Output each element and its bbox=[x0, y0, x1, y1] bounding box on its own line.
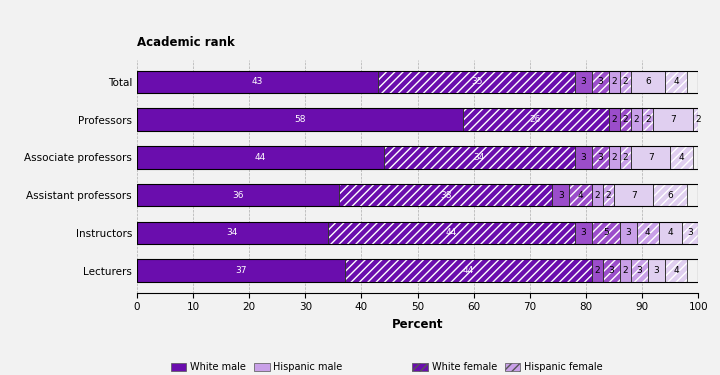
Text: 3: 3 bbox=[580, 153, 586, 162]
Bar bbox=[608, 146, 620, 169]
Bar bbox=[137, 146, 384, 169]
Bar bbox=[592, 259, 603, 282]
Text: 3: 3 bbox=[654, 266, 659, 275]
Bar bbox=[575, 70, 592, 93]
Text: 3: 3 bbox=[687, 228, 693, 237]
Bar bbox=[384, 146, 575, 169]
Text: 2: 2 bbox=[623, 153, 629, 162]
Text: 3: 3 bbox=[608, 266, 614, 275]
Bar bbox=[620, 222, 636, 244]
Text: 7: 7 bbox=[670, 115, 676, 124]
Text: 34: 34 bbox=[227, 228, 238, 237]
Text: 2: 2 bbox=[611, 77, 617, 86]
Bar bbox=[570, 184, 592, 207]
Text: 44: 44 bbox=[462, 266, 474, 275]
Bar bbox=[575, 222, 592, 244]
Text: 38: 38 bbox=[440, 190, 451, 200]
Bar bbox=[682, 222, 698, 244]
Bar bbox=[631, 108, 642, 131]
Text: 4: 4 bbox=[673, 77, 679, 86]
Bar bbox=[137, 222, 328, 244]
Text: 3: 3 bbox=[558, 190, 564, 200]
Text: 4: 4 bbox=[645, 228, 651, 237]
Text: 44: 44 bbox=[255, 153, 266, 162]
Text: 4: 4 bbox=[679, 153, 685, 162]
Bar bbox=[328, 222, 575, 244]
Bar bbox=[670, 146, 693, 169]
Bar bbox=[631, 146, 670, 169]
Text: 2: 2 bbox=[623, 77, 629, 86]
Text: 6: 6 bbox=[667, 190, 673, 200]
Text: 6: 6 bbox=[645, 77, 651, 86]
Text: 43: 43 bbox=[252, 77, 264, 86]
Text: 3: 3 bbox=[598, 77, 603, 86]
Bar bbox=[636, 222, 659, 244]
Bar bbox=[592, 70, 608, 93]
Text: 2: 2 bbox=[606, 190, 611, 200]
Text: 26: 26 bbox=[530, 115, 541, 124]
Bar bbox=[620, 108, 631, 131]
Bar bbox=[345, 259, 592, 282]
Bar bbox=[137, 259, 345, 282]
Text: 2: 2 bbox=[595, 190, 600, 200]
Text: 2: 2 bbox=[696, 115, 701, 124]
Text: 2: 2 bbox=[595, 266, 600, 275]
Text: 7: 7 bbox=[648, 153, 654, 162]
Text: 3: 3 bbox=[598, 153, 603, 162]
Text: 5: 5 bbox=[603, 228, 608, 237]
Bar bbox=[592, 146, 608, 169]
Bar bbox=[693, 108, 704, 131]
Text: 3: 3 bbox=[580, 77, 586, 86]
Bar bbox=[620, 146, 631, 169]
Bar bbox=[631, 70, 665, 93]
Text: 37: 37 bbox=[235, 266, 246, 275]
Text: Academic rank: Academic rank bbox=[137, 36, 235, 49]
Text: 3: 3 bbox=[580, 228, 586, 237]
Text: 3: 3 bbox=[636, 266, 642, 275]
Bar bbox=[654, 184, 687, 207]
Text: 4: 4 bbox=[667, 228, 673, 237]
Text: 2: 2 bbox=[611, 153, 617, 162]
Text: 7: 7 bbox=[631, 190, 636, 200]
Bar bbox=[603, 184, 614, 207]
Text: 36: 36 bbox=[232, 190, 243, 200]
Bar bbox=[339, 184, 552, 207]
Bar bbox=[137, 184, 339, 207]
Legend: White male, Black male, Hispanic male, Asian/Pacific Islander male, White female: White male, Black male, Hispanic male, A… bbox=[171, 363, 665, 375]
Bar bbox=[648, 259, 665, 282]
Bar bbox=[620, 259, 631, 282]
Bar bbox=[575, 146, 592, 169]
Bar bbox=[665, 70, 687, 93]
Text: 2: 2 bbox=[623, 266, 629, 275]
Bar bbox=[137, 70, 378, 93]
Bar bbox=[378, 70, 575, 93]
Text: 44: 44 bbox=[446, 228, 457, 237]
Bar bbox=[592, 222, 620, 244]
Bar bbox=[552, 184, 570, 207]
Text: 4: 4 bbox=[673, 266, 679, 275]
Bar bbox=[592, 184, 603, 207]
Bar bbox=[614, 184, 654, 207]
Bar bbox=[603, 259, 620, 282]
Bar bbox=[654, 108, 693, 131]
Bar bbox=[642, 108, 654, 131]
Bar bbox=[137, 108, 462, 131]
Text: 35: 35 bbox=[471, 77, 482, 86]
Text: 2: 2 bbox=[623, 115, 629, 124]
Bar bbox=[462, 108, 608, 131]
X-axis label: Percent: Percent bbox=[392, 318, 444, 331]
Bar bbox=[620, 70, 631, 93]
Text: 2: 2 bbox=[611, 115, 617, 124]
Bar bbox=[608, 70, 620, 93]
Bar bbox=[631, 259, 648, 282]
Bar bbox=[608, 108, 620, 131]
Text: 4: 4 bbox=[577, 190, 583, 200]
Text: 58: 58 bbox=[294, 115, 305, 124]
Text: 34: 34 bbox=[474, 153, 485, 162]
Text: 3: 3 bbox=[626, 228, 631, 237]
Bar bbox=[665, 259, 687, 282]
Text: 2: 2 bbox=[645, 115, 651, 124]
Text: 2: 2 bbox=[634, 115, 639, 124]
Bar bbox=[659, 222, 682, 244]
